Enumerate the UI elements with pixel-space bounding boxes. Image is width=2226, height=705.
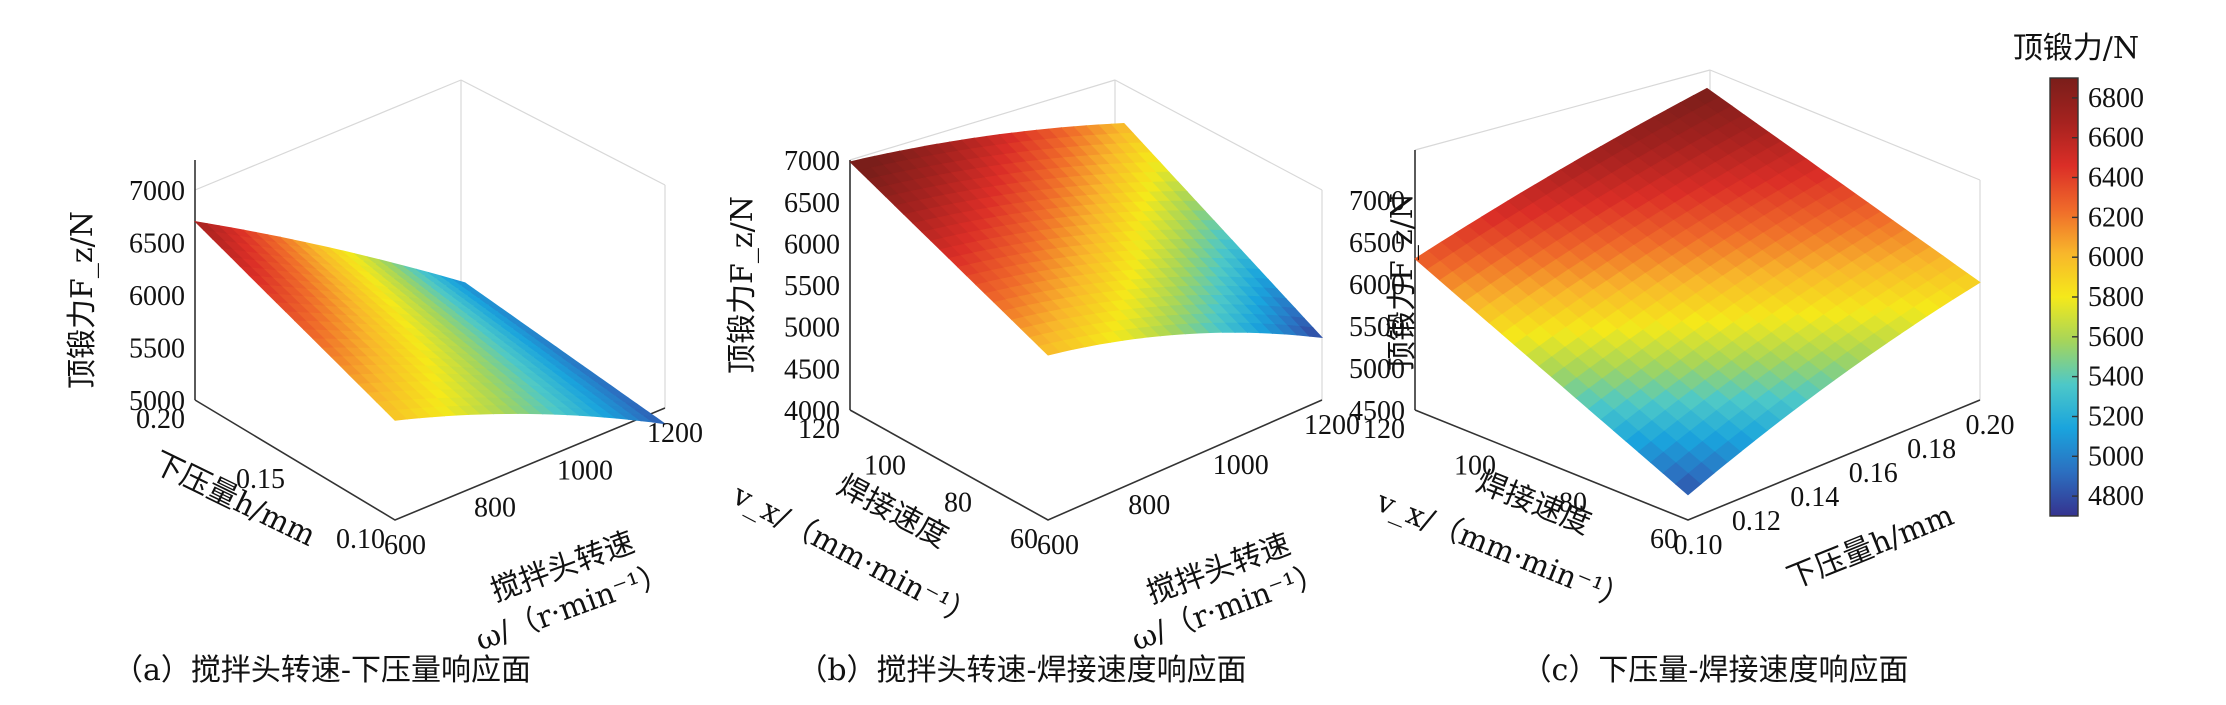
x-tick-label: 1200 <box>647 418 703 449</box>
chart-b-zlabel: 顶锻力F_z/N <box>725 196 760 374</box>
chart-a-zlabel: 顶锻力F_z/N <box>65 211 100 389</box>
colorbar-tick-label: 6600 <box>2088 123 2144 154</box>
y-tick-label: 0.20 <box>136 404 185 435</box>
z-tick-label: 5500 <box>784 271 840 302</box>
chart-c-caption: （c）下压量-焊接速度响应面 <box>1522 653 1909 688</box>
x-tick-label: 600 <box>384 530 426 561</box>
z-tick-label: 4500 <box>784 354 840 385</box>
x-tick-label: 0.20 <box>1966 410 2015 441</box>
y-tick-label: 0.10 <box>336 524 385 555</box>
y-tick-label: 120 <box>1363 414 1405 445</box>
chart-a-ylabel: 下压量h/mm <box>147 445 321 554</box>
y-tick-label: 0.15 <box>236 464 285 495</box>
colorbar-tick-label: 5800 <box>2088 282 2144 313</box>
z-tick-label: 6000 <box>129 281 185 312</box>
y-tick-label: 80 <box>944 487 972 518</box>
colorbar: 顶锻力/N 4800 5000 5200 5400 5600 5800 6000 6200 64… <box>2013 31 2144 517</box>
z-tick-label: 7000 <box>129 176 185 207</box>
z-tick-label: 6000 <box>1349 270 1405 301</box>
chart-a-box <box>194 79 666 521</box>
colorbar-title: 顶锻力/N <box>2013 31 2139 66</box>
chart-b-surface <box>849 122 1324 356</box>
chart-b-box <box>849 79 1323 521</box>
surface-patch <box>643 415 666 425</box>
colorbar-tick-label: 6800 <box>2088 83 2144 114</box>
z-tick-label: 5500 <box>1349 312 1405 343</box>
colorbar-tick-label: 6400 <box>2088 163 2144 194</box>
x-tick-label: 1200 <box>1304 410 1360 441</box>
z-tick-label: 5000 <box>784 313 840 344</box>
y-tick-label: 100 <box>1454 451 1496 482</box>
z-tick-label: 6500 <box>129 229 185 260</box>
z-tick-label: 5000 <box>129 386 185 417</box>
chart-a-surface <box>193 220 666 425</box>
colorbar-ticks: 4800 5000 5200 5400 5600 5800 6000 6200 6400 6600… <box>2072 83 2144 512</box>
surface-patch <box>1299 325 1324 339</box>
y-tick-label: 60 <box>1650 524 1678 555</box>
z-tick-label: 6000 <box>784 229 840 260</box>
z-tick-label: 4000 <box>784 396 840 427</box>
colorbar-tick-label: 5400 <box>2088 362 2144 393</box>
chart-c-zlabel: 顶锻力F_z/N <box>1385 193 1420 371</box>
colorbar-tick-label: 5600 <box>2088 322 2144 353</box>
z-tick-label: 6500 <box>784 188 840 219</box>
z-tick-label: 5500 <box>129 334 185 365</box>
x-tick-label: 0.16 <box>1849 458 1898 489</box>
x-tick-label: 800 <box>474 493 516 524</box>
colorbar-tick-label: 6000 <box>2088 242 2144 273</box>
z-tick-label: 6500 <box>1349 228 1405 259</box>
y-tick-label: 80 <box>1559 487 1587 518</box>
chart-c-surface <box>1414 87 1981 496</box>
y-tick-label: 60 <box>1010 524 1038 555</box>
chart-a-caption: （a）搅拌头转速-下压量响应面 <box>113 653 531 688</box>
x-tick-label: 0.10 <box>1674 530 1723 561</box>
z-tick-label: 5000 <box>1349 354 1405 385</box>
z-tick-label: 7000 <box>1349 186 1405 217</box>
chart-b-caption: （b）搅拌头转速-焊接速度响应面 <box>797 653 1246 688</box>
x-tick-label: 0.14 <box>1790 482 1839 513</box>
colorbar-tick-label: 4800 <box>2088 481 2144 512</box>
z-tick-label: 4500 <box>1349 396 1405 427</box>
x-tick-label: 0.12 <box>1732 506 1781 537</box>
x-tick-label: 800 <box>1128 490 1170 521</box>
colorbar-tick-label: 5000 <box>2088 441 2144 472</box>
z-tick-label: 7000 <box>784 146 840 177</box>
x-tick-label: 0.18 <box>1907 434 1956 465</box>
y-tick-label: 120 <box>798 414 840 445</box>
colorbar-tick-label: 6200 <box>2088 202 2144 233</box>
x-tick-label: 1000 <box>1213 450 1269 481</box>
x-tick-label: 600 <box>1037 530 1079 561</box>
x-tick-label: 1000 <box>557 455 613 486</box>
surface-patch <box>1953 273 1981 292</box>
y-tick-label: 100 <box>864 451 906 482</box>
colorbar-tick-label: 5200 <box>2088 402 2144 433</box>
